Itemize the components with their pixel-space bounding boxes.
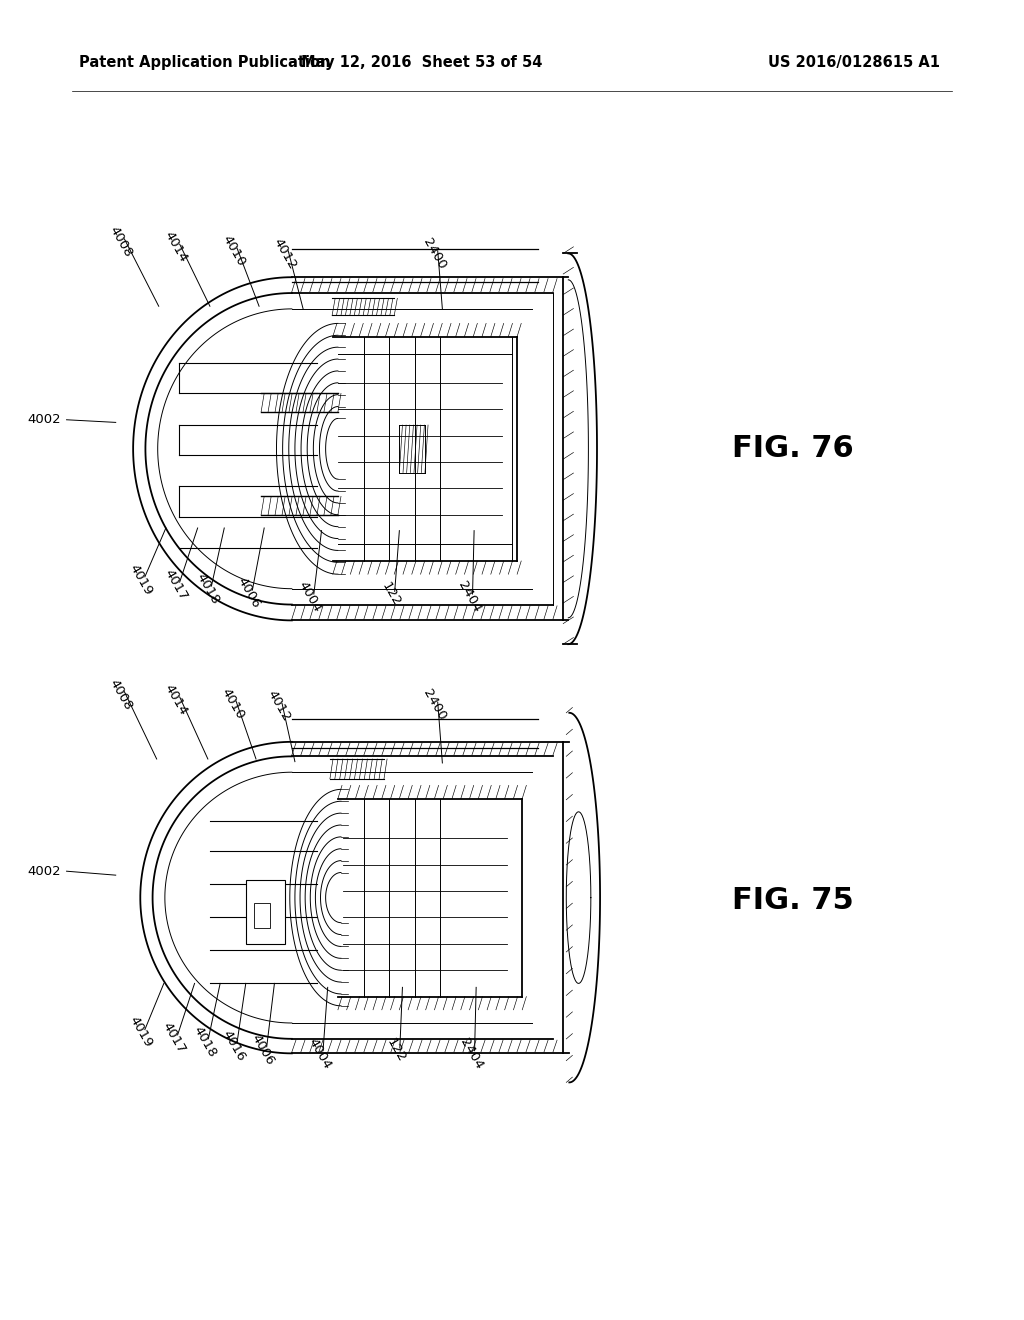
Text: 4006: 4006 <box>234 576 263 610</box>
Text: 4008: 4008 <box>106 224 135 259</box>
Text: 4006: 4006 <box>249 1032 278 1067</box>
Text: 4002: 4002 <box>28 865 61 878</box>
Text: 2404: 2404 <box>457 1036 485 1071</box>
Bar <box>254 903 269 928</box>
Text: 122: 122 <box>379 579 403 609</box>
Text: 4004: 4004 <box>305 1036 334 1071</box>
Text: 2400: 2400 <box>420 688 449 722</box>
Text: 4017: 4017 <box>160 1019 188 1056</box>
Text: 4008: 4008 <box>106 677 135 711</box>
Text: 4012: 4012 <box>270 235 299 272</box>
Text: 4014: 4014 <box>162 230 190 264</box>
Text: FIG. 75: FIG. 75 <box>732 886 854 915</box>
Text: 4019: 4019 <box>127 1015 156 1049</box>
Text: 2400: 2400 <box>420 236 449 271</box>
Text: 2404: 2404 <box>455 579 483 614</box>
Text: 4004: 4004 <box>296 579 325 614</box>
Text: US 2016/0128615 A1: US 2016/0128615 A1 <box>768 54 940 70</box>
Text: 4002: 4002 <box>28 413 61 426</box>
Text: 4017: 4017 <box>162 566 190 603</box>
Text: 4018: 4018 <box>194 572 222 606</box>
Text: 4010: 4010 <box>218 686 247 721</box>
Bar <box>246 880 285 944</box>
Text: 4016: 4016 <box>219 1028 248 1063</box>
Text: 4012: 4012 <box>264 688 293 725</box>
Text: 4018: 4018 <box>190 1024 219 1059</box>
Text: 4019: 4019 <box>127 562 156 597</box>
Text: 4010: 4010 <box>219 234 248 268</box>
Text: 122: 122 <box>384 1036 409 1065</box>
Text: Patent Application Publication: Patent Application Publication <box>79 54 331 70</box>
Text: FIG. 76: FIG. 76 <box>732 434 854 463</box>
Text: 4014: 4014 <box>162 682 190 717</box>
Text: May 12, 2016  Sheet 53 of 54: May 12, 2016 Sheet 53 of 54 <box>301 54 543 70</box>
